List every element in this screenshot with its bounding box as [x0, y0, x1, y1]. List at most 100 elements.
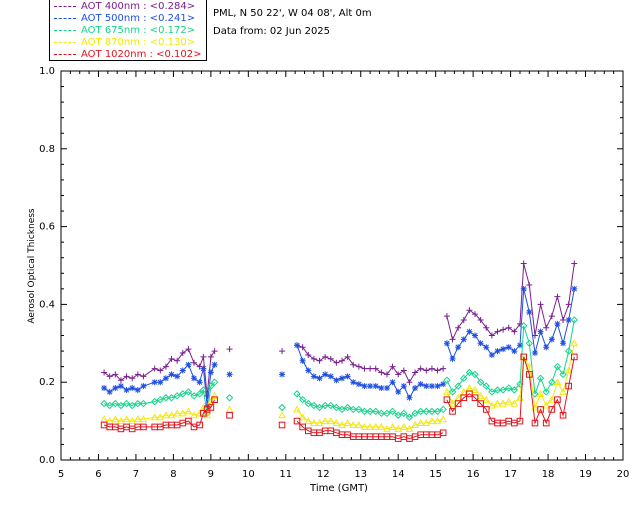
x-tick-label: 9	[208, 469, 214, 480]
data-point	[162, 411, 170, 419]
data-point	[134, 386, 141, 393]
data-point	[327, 401, 335, 410]
x-tick-label: 16	[467, 469, 480, 480]
data-point	[105, 401, 114, 410]
y-tick-label: 0.6	[39, 222, 55, 233]
data-point	[196, 421, 203, 429]
data-point	[439, 405, 447, 414]
data-point	[560, 340, 567, 347]
data-point	[167, 394, 176, 402]
x-tick-label: 8	[170, 469, 176, 480]
series-3	[100, 339, 579, 432]
data-point	[327, 373, 334, 380]
data-point	[483, 344, 490, 351]
data-point	[339, 357, 345, 364]
data-point	[516, 342, 523, 349]
data-point	[554, 320, 561, 327]
data-point	[460, 316, 467, 323]
data-point	[564, 347, 573, 355]
data-point	[298, 413, 307, 421]
data-point	[355, 363, 362, 370]
data-point	[526, 309, 533, 316]
data-point	[122, 399, 131, 408]
data-point	[504, 397, 513, 405]
data-point	[406, 394, 413, 401]
series-layer	[100, 260, 579, 442]
legend-swatch-1020nm	[54, 53, 76, 55]
series-2	[100, 316, 579, 421]
data-point	[383, 424, 391, 432]
data-point	[406, 379, 413, 386]
data-point	[167, 411, 176, 419]
data-point	[101, 369, 108, 376]
legend-item-500nm: AOT 500nm : <0.241>	[54, 13, 195, 25]
data-point	[520, 353, 528, 361]
data-point	[315, 419, 324, 427]
data-point	[548, 406, 556, 413]
data-point	[482, 395, 491, 403]
data-point	[542, 401, 551, 409]
data-point	[360, 422, 369, 430]
data-point	[395, 388, 402, 395]
data-point	[383, 385, 390, 392]
data-point	[511, 348, 518, 355]
series-line	[446, 263, 575, 341]
data-point	[412, 385, 419, 392]
data-point	[304, 399, 312, 408]
data-point	[412, 369, 419, 376]
data-point	[326, 417, 335, 425]
data-point	[355, 405, 363, 414]
data-point	[448, 399, 457, 407]
data-point	[455, 324, 462, 331]
data-point	[355, 381, 362, 388]
data-point	[536, 389, 545, 397]
data-point	[305, 351, 312, 358]
data-point	[129, 375, 136, 382]
data-point	[428, 407, 436, 416]
data-point	[207, 382, 215, 390]
data-point	[279, 371, 286, 378]
data-point	[349, 405, 357, 414]
data-point	[322, 353, 329, 360]
data-point	[565, 316, 572, 323]
data-point	[111, 415, 120, 423]
data-point	[366, 422, 374, 430]
data-point	[366, 407, 374, 416]
data-point	[157, 379, 164, 386]
data-point	[372, 365, 379, 372]
data-point	[448, 388, 457, 396]
series-line	[296, 420, 444, 440]
data-point	[190, 392, 198, 400]
data-point	[389, 379, 396, 386]
data-point	[399, 422, 408, 430]
data-point	[344, 353, 351, 360]
data-point	[553, 362, 562, 371]
y-tick-label: 1.0	[39, 66, 55, 77]
data-point	[101, 385, 108, 392]
data-point	[454, 382, 462, 390]
data-point	[133, 415, 142, 423]
data-point	[150, 413, 159, 421]
data-point	[185, 346, 192, 353]
data-point	[466, 328, 473, 335]
data-point	[129, 385, 136, 392]
data-point	[433, 417, 442, 425]
data-point	[542, 388, 550, 396]
data-point	[332, 403, 341, 412]
data-point	[304, 417, 313, 425]
data-point	[511, 328, 518, 335]
data-point	[526, 371, 533, 378]
data-point	[226, 411, 233, 419]
data-point	[416, 407, 425, 416]
x-tick-label: 5	[58, 469, 64, 480]
data-point	[105, 417, 114, 425]
data-point	[471, 385, 479, 393]
data-point	[184, 407, 193, 415]
data-point	[117, 377, 124, 384]
data-point	[150, 397, 159, 406]
data-point	[395, 371, 402, 378]
data-point	[226, 371, 233, 378]
x-tick-label: 10	[242, 469, 255, 480]
data-point	[179, 390, 187, 398]
data-point	[477, 400, 484, 407]
